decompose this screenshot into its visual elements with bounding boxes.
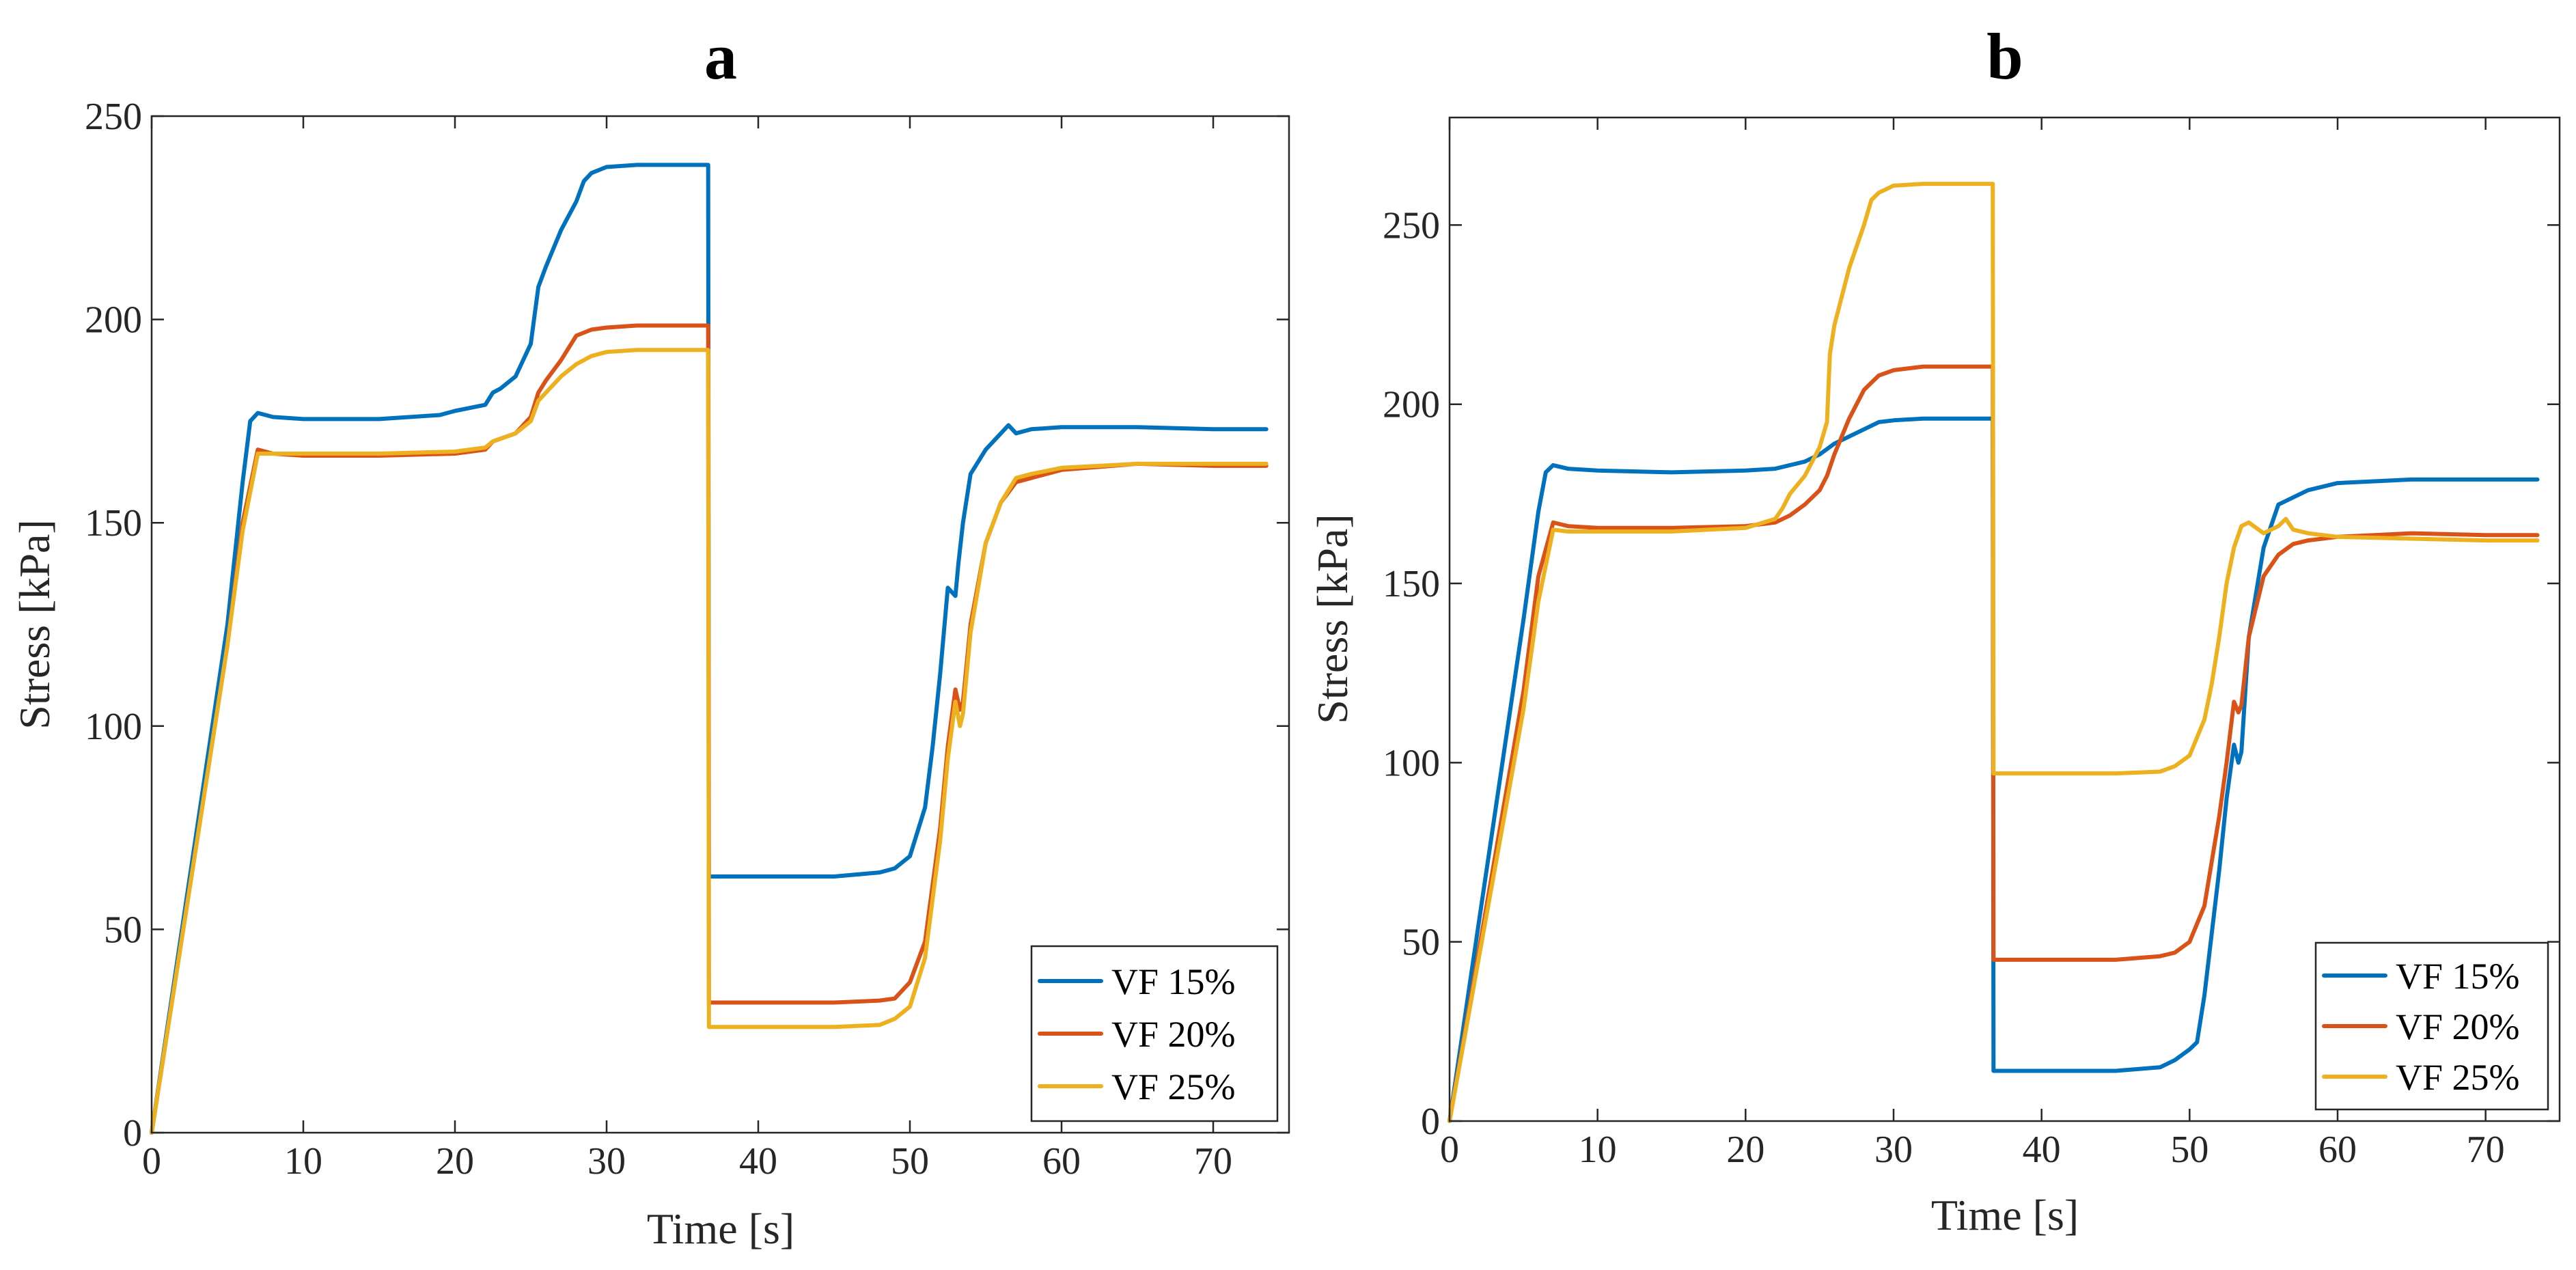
x-axis-label: Time [s] xyxy=(1931,1191,2079,1239)
y-tick-labels: 0 50 100 150 200 250 xyxy=(1383,204,1440,1143)
series-line-vf-25 xyxy=(150,348,1269,1135)
series-lines xyxy=(150,163,1269,1135)
panel-a: a 0 10 20 30 40 50 60 70 0 50 100 150 200 250 Time [… xyxy=(10,20,1290,1253)
panel-b: b 0 10 20 30 40 50 60 70 0 50 100 150 200 250 Time [… xyxy=(1308,20,2561,1239)
x-tick-label: 70 xyxy=(2467,1129,2505,1171)
y-tick-labels: 0 50 100 150 200 250 xyxy=(85,96,142,1155)
x-tick-label: 0 xyxy=(1440,1129,1459,1171)
x-tick-label: 10 xyxy=(284,1140,322,1183)
y-tick-label: 100 xyxy=(1383,742,1440,784)
legend-label: VF 15% xyxy=(2396,956,2520,997)
y-tick-label: 0 xyxy=(123,1112,142,1155)
legend-label: VF 25% xyxy=(2396,1057,2520,1098)
x-tick-label: 50 xyxy=(2170,1129,2208,1171)
x-tick-label: 30 xyxy=(1874,1129,1913,1171)
x-axis-label: Time [s] xyxy=(647,1204,794,1253)
y-tick-label: 50 xyxy=(104,909,142,951)
legend: VF 15% VF 20% VF 25% xyxy=(2314,941,2549,1111)
x-tick-label: 10 xyxy=(1579,1129,1617,1171)
y-tick-label: 250 xyxy=(1383,204,1440,247)
legend-label: VF 25% xyxy=(1111,1066,1236,1107)
x-tick-labels: 0 10 20 30 40 50 60 70 xyxy=(142,1140,1232,1183)
legend: VF 15% VF 20% VF 25% xyxy=(1030,945,1279,1122)
axes-frame xyxy=(1448,116,2561,1122)
y-tick-label: 150 xyxy=(1383,563,1440,605)
x-tick-label: 20 xyxy=(436,1140,474,1183)
x-tick-label: 60 xyxy=(1042,1140,1081,1183)
x-tick-label: 60 xyxy=(2318,1129,2357,1171)
y-tick-label: 200 xyxy=(1383,384,1440,426)
axes-frame xyxy=(150,115,1290,1134)
panel-title: a xyxy=(704,20,737,93)
legend-label: VF 20% xyxy=(2396,1006,2520,1047)
x-tick-label: 0 xyxy=(142,1140,161,1183)
x-tick-label: 50 xyxy=(891,1140,929,1183)
x-tick-label: 40 xyxy=(739,1140,777,1183)
y-tick-label: 250 xyxy=(85,96,142,138)
x-tick-label: 70 xyxy=(1194,1140,1232,1183)
y-axis-label: Stress [kPa] xyxy=(1308,514,1357,724)
y-tick-label: 150 xyxy=(85,502,142,544)
legend-label: VF 20% xyxy=(1111,1014,1236,1055)
y-tick-label: 200 xyxy=(85,299,142,342)
series-line-vf-20 xyxy=(1448,364,2540,1123)
series-line-vf-15 xyxy=(150,163,1269,1135)
x-tick-labels: 0 10 20 30 40 50 60 70 xyxy=(1440,1129,2505,1171)
x-tick-label: 30 xyxy=(587,1140,626,1183)
series-lines xyxy=(1448,182,2540,1123)
series-line-vf-25 xyxy=(1448,182,2540,1123)
panel-title: b xyxy=(1986,20,2023,93)
y-tick-label: 50 xyxy=(1402,922,1440,964)
y-tick-label: 100 xyxy=(85,706,142,748)
x-tick-label: 40 xyxy=(2023,1129,2061,1171)
x-tick-label: 20 xyxy=(1726,1129,1764,1171)
y-tick-label: 0 xyxy=(1421,1101,1440,1143)
legend-label: VF 15% xyxy=(1111,961,1236,1002)
y-axis-label: Stress [kPa] xyxy=(10,519,59,730)
